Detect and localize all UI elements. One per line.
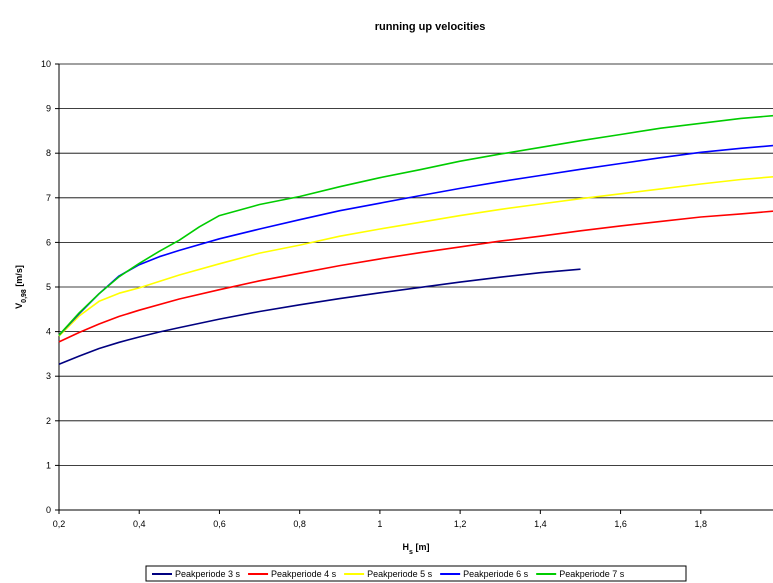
legend-label: Peakperiode 3 s	[175, 569, 241, 579]
y-axis-label: V0,98 [m/s]	[14, 265, 28, 309]
y-tick-label: 0	[46, 505, 51, 515]
x-tick-label: 1,2	[454, 519, 467, 529]
series-line-2	[58, 210, 773, 343]
y-tick-label: 7	[46, 193, 51, 203]
x-tick-label: 1,6	[614, 519, 627, 529]
x-tick-label: 0,6	[213, 519, 226, 529]
legend-label: Peakperiode 4 s	[271, 569, 337, 579]
series-line-1	[58, 268, 581, 365]
y-tick-label: 10	[41, 59, 51, 69]
x-tick-label: 1,8	[695, 519, 708, 529]
legend-item: Peakperiode 7 s	[536, 569, 625, 579]
series-line-3	[58, 176, 773, 337]
x-axis-label: Hs [m]	[403, 542, 430, 556]
x-tick-label: 0,8	[293, 519, 306, 529]
y-tick-label: 2	[46, 416, 51, 426]
x-tick-label: 1,4	[534, 519, 547, 529]
x-tick-label: 1	[377, 519, 382, 529]
gridlines	[59, 63, 773, 466]
x-tick-labels: 0,2 0,4 0,6 0,8 1 1,2 1,4 1,6 1,8	[53, 510, 707, 529]
series-line-4	[58, 144, 773, 336]
y-tick-label: 4	[46, 327, 51, 337]
y-tick-labels: 0 1 2 3 4 5 6 7 8 9 10	[41, 59, 59, 515]
legend: Peakperiode 3 s Peakperiode 4 s Peakperiod…	[145, 565, 687, 582]
legend-box	[145, 565, 687, 582]
y-tick-label: 3	[46, 371, 51, 381]
legend-item: Peakperiode 6 s	[440, 569, 529, 579]
legend-label: Peakperiode 7 s	[559, 569, 625, 579]
series-line-5	[58, 114, 773, 336]
legend-item: Peakperiode 3 s	[152, 569, 241, 579]
x-tick-label: 0,2	[53, 519, 66, 529]
y-tick-label: 1	[46, 460, 51, 470]
y-tick-label: 9	[46, 104, 51, 114]
legend-item: Peakperiode 5 s	[344, 569, 433, 579]
legend-label: Peakperiode 6 s	[463, 569, 529, 579]
y-tick-label: 8	[46, 148, 51, 158]
x-tick-label: 0,4	[133, 519, 146, 529]
y-tick-label: 5	[46, 282, 51, 292]
legend-item: Peakperiode 4 s	[248, 569, 337, 579]
y-tick-label: 6	[46, 237, 51, 247]
chart-title: running up velocities	[375, 21, 486, 33]
series-layer	[58, 114, 773, 365]
legend-label: Peakperiode 5 s	[367, 569, 433, 579]
